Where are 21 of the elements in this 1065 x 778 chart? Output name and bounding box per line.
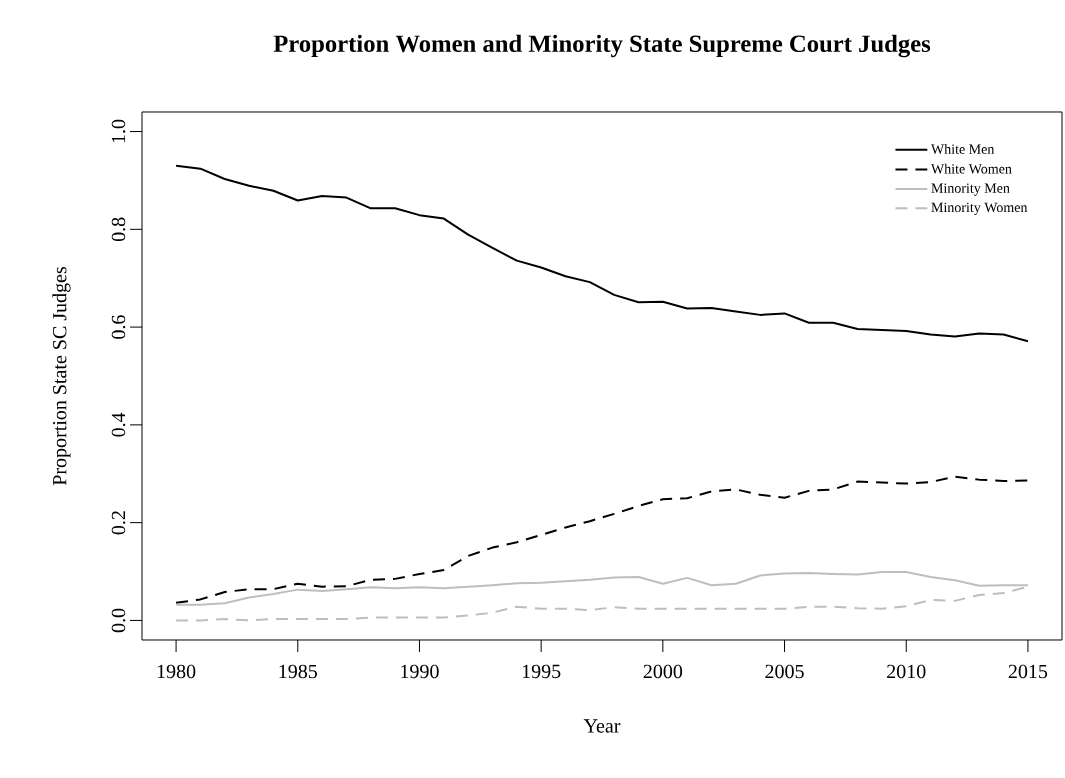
x-tick-label: 1980 [157, 664, 196, 679]
y-tick-label: 1.0 [111, 119, 126, 143]
y-tick-label: 0.8 [111, 217, 126, 242]
x-tick-label: 1985 [279, 664, 317, 679]
chart-title: Proportion Women and Minority State Supreme Court Judges [273, 34, 931, 58]
y-tick-label: 0.2 [111, 511, 126, 535]
x-tick-label: 2000 [643, 664, 683, 679]
legend-label: White Women [931, 163, 1012, 174]
legend-label: White Men [931, 144, 995, 154]
y-tick-label: 0.6 [111, 315, 126, 339]
legend-label: Minority Women [931, 202, 1028, 215]
x-tick-label: 2005 [765, 664, 804, 679]
y-tick-label: 0.4 [111, 412, 126, 437]
y-tick-label: 0.0 [111, 608, 126, 633]
x-tick-label: 2010 [887, 664, 926, 679]
x-tick-label: 1995 [522, 664, 561, 679]
y-axis-title: Proportion State SC Judges [52, 266, 71, 486]
x-axis-title: Year [583, 719, 621, 733]
x-tick-label: 2015 [1008, 664, 1048, 679]
legend-label: Minority Men [931, 183, 1010, 196]
x-tick-label: 1990 [401, 664, 439, 679]
